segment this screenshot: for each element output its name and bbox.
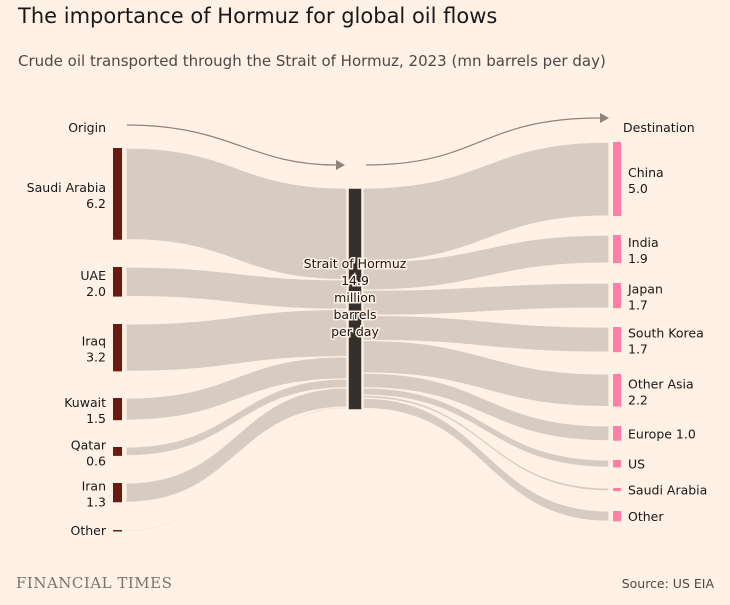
flow-destination-south-korea bbox=[362, 314, 610, 353]
origin-value: 6.2 bbox=[86, 196, 106, 211]
destination-arrow-head-icon bbox=[600, 113, 609, 123]
origin-value: 3.2 bbox=[86, 350, 106, 365]
origin-node bbox=[113, 447, 122, 456]
origin-node bbox=[113, 483, 122, 503]
origin-value: 1.3 bbox=[86, 495, 106, 510]
destination-node bbox=[613, 327, 621, 353]
origin-label: Iran bbox=[82, 479, 106, 494]
origin-label: Kuwait bbox=[64, 395, 106, 410]
destination-label: Saudi Arabia bbox=[628, 483, 707, 498]
flow-destination-japan bbox=[362, 282, 610, 316]
origin-label: UAE bbox=[80, 268, 106, 283]
origin-node bbox=[113, 324, 122, 372]
destination-value: 1.7 bbox=[628, 298, 648, 313]
hub-label-line: per day bbox=[331, 324, 379, 339]
hub-node-strait-of-hormuz bbox=[347, 187, 363, 411]
source-note: Source: US EIA bbox=[621, 576, 714, 591]
chart-title: The importance of Hormuz for global oil … bbox=[18, 4, 498, 28]
destination-node bbox=[613, 142, 621, 216]
hub-label-line: Strait of Hormuz bbox=[304, 256, 407, 271]
destination-node bbox=[613, 283, 621, 309]
ft-logo: FINANCIAL TIMES bbox=[16, 574, 173, 592]
destination-node bbox=[613, 374, 621, 407]
destination-arrow-line bbox=[365, 117, 601, 166]
destination-node bbox=[613, 460, 621, 468]
origin-node bbox=[113, 267, 122, 297]
destination-node bbox=[613, 235, 621, 264]
destination-node bbox=[613, 488, 621, 491]
origin-label: Saudi Arabia bbox=[27, 180, 106, 195]
flow-destination-saudi-arabia bbox=[362, 394, 610, 492]
flow-destination-india bbox=[362, 234, 610, 291]
destination-value: 1.7 bbox=[628, 342, 648, 357]
destination-node bbox=[613, 426, 621, 441]
destination-value: 1.9 bbox=[628, 251, 648, 266]
hub-label-line: 14.9 bbox=[341, 273, 369, 288]
flow-destination-other bbox=[362, 397, 610, 522]
destination-label: Japan bbox=[627, 282, 663, 297]
flow-destination-europe bbox=[362, 372, 610, 442]
destination-value: 5.0 bbox=[628, 181, 648, 196]
flows bbox=[125, 141, 610, 533]
destination-node bbox=[613, 511, 621, 522]
destination-label: Other Asia bbox=[628, 376, 694, 391]
destination-label: US bbox=[628, 457, 645, 472]
destination-heading: Destination bbox=[623, 120, 695, 135]
hub-label-line: million bbox=[334, 290, 376, 305]
origin-label: Qatar bbox=[71, 437, 107, 452]
destination-value: 2.2 bbox=[628, 392, 648, 407]
flow-destination-other-asia bbox=[362, 339, 610, 408]
flow-destination-us bbox=[362, 387, 610, 469]
origin-node bbox=[113, 148, 122, 240]
destination-label: China bbox=[628, 165, 664, 180]
destination-label: Other bbox=[628, 509, 664, 524]
destination-label: South Korea bbox=[628, 326, 704, 341]
origin-node bbox=[113, 398, 122, 421]
destination-label: India bbox=[628, 235, 659, 250]
chart-subtitle: Crude oil transported through the Strait… bbox=[18, 52, 606, 70]
origin-heading: Origin bbox=[68, 120, 106, 135]
flow-origin-other bbox=[125, 406, 348, 533]
hub-label-line: barrels bbox=[333, 307, 376, 322]
origin-arrow-head-icon bbox=[336, 160, 345, 170]
origin-value: 2.0 bbox=[86, 284, 106, 299]
origin-node bbox=[113, 530, 122, 532]
origin-label: Iraq bbox=[82, 334, 106, 349]
destination-label: Europe 1.0 bbox=[628, 426, 696, 441]
origin-arrow-line bbox=[126, 124, 337, 166]
origin-value: 0.6 bbox=[86, 453, 106, 468]
origin-value: 1.5 bbox=[86, 411, 106, 426]
origin-label: Other bbox=[71, 523, 107, 538]
flow-destination-china bbox=[362, 141, 610, 263]
